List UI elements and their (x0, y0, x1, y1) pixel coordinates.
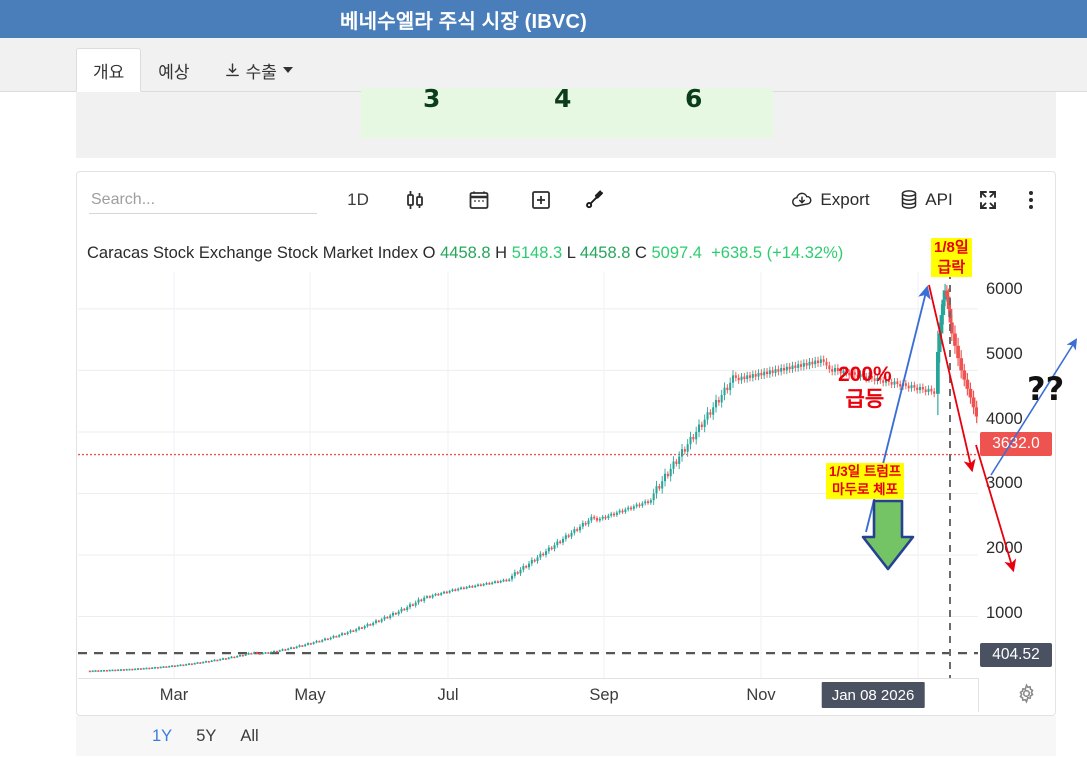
open-value: 4458.8 (440, 244, 491, 262)
candlestick-icon (403, 188, 427, 212)
fullscreen-button[interactable] (972, 184, 1004, 216)
annotation-drop-line2: 급락 (931, 257, 972, 278)
low-label: L (566, 244, 576, 262)
annotation-drop-line1: 1/8일 (931, 238, 972, 258)
time-tick-nov: Nov (746, 686, 776, 704)
crosshair-date-badge: Jan 08 2026 (821, 682, 925, 708)
tab-export[interactable]: 수출 (207, 48, 310, 92)
time-axis[interactable]: Mar May Jul Sep Nov Jan 08 2026 (78, 678, 978, 712)
annotation-surge-line2: 급등 (845, 387, 885, 411)
low-value: 4458.8 (579, 244, 631, 262)
annotation-drop: 1/8일 급락 (931, 238, 972, 278)
price-tick-2000: 2000 (986, 539, 1023, 557)
wrench-icon (583, 188, 607, 212)
close-label: C (634, 244, 647, 262)
annotation-trump-line2: 마두로 체포 (826, 480, 905, 499)
date-range-button[interactable] (463, 184, 495, 216)
plus-box-icon (529, 188, 553, 212)
search-wrapper (89, 186, 317, 214)
price-tick-5000: 5000 (986, 345, 1023, 363)
time-tick-jul: Jul (437, 686, 459, 704)
high-value: 5148.3 (511, 244, 563, 262)
api-button[interactable]: API (887, 184, 959, 216)
calendar-icon (467, 188, 491, 212)
plot-area[interactable] (78, 272, 978, 678)
tab-overview[interactable]: 개요 (76, 48, 142, 92)
range-5y[interactable]: 5Y (196, 726, 217, 745)
gridlines (78, 308, 978, 617)
price-tick-6000: 6000 (986, 280, 1023, 298)
high-label: H (495, 244, 508, 262)
chart-type-button[interactable] (399, 184, 431, 216)
vertical-gridlines (173, 272, 919, 678)
range-1y[interactable]: 1Y (152, 726, 173, 745)
search-input[interactable] (89, 186, 317, 214)
price-tick-1000: 1000 (986, 604, 1023, 622)
annotation-surge: 200% 급등 (838, 363, 892, 413)
price-tick-4000: 4000 (986, 410, 1023, 428)
time-tick-sep: Sep (589, 686, 619, 704)
database-icon (899, 189, 919, 211)
time-tick-may: May (294, 686, 326, 704)
baseline-price-badge: 404.52 (980, 643, 1052, 667)
tab-export-label: 수출 (245, 62, 277, 82)
green-band-number-1: 3 (423, 88, 441, 113)
tools-button[interactable] (579, 184, 611, 216)
fullscreen-icon (976, 188, 1000, 212)
annotation-question: ?? (1027, 370, 1065, 408)
interval-button[interactable]: 1D (342, 184, 374, 216)
time-tick-mar: Mar (159, 686, 189, 704)
tab-overview-label: 개요 (93, 62, 125, 82)
tab-strip: 개요 예상 수출 (0, 38, 1087, 92)
annotation-surge-line1: 200% (838, 363, 892, 386)
chart-toolbar: 1D (77, 172, 1055, 228)
page-title: 베네수엘라 주식 시장 (IBVC) (340, 10, 587, 33)
range-all[interactable]: All (240, 726, 259, 745)
tab-forecast[interactable]: 예상 (141, 48, 206, 92)
tab-forecast-label: 예상 (158, 62, 190, 82)
open-label: O (422, 244, 436, 262)
cloud-download-icon (790, 189, 814, 211)
more-options-button[interactable] (1015, 184, 1047, 216)
chart-settings-button[interactable] (1011, 681, 1041, 711)
chart-card: 1D (76, 171, 1056, 716)
green-band-number-3: 6 (685, 88, 703, 113)
annotation-trump: 1/3일 트럼프 마두로 체포 (826, 463, 905, 499)
export-button[interactable]: Export (777, 184, 877, 216)
price-tick-3000: 3000 (986, 474, 1023, 492)
add-indicator-button[interactable] (525, 184, 557, 216)
api-label: API (925, 190, 953, 209)
window-titlebar: 베네수엘라 주식 시장 (IBVC) (0, 0, 1087, 38)
price-axis[interactable]: 6000 5000 4000 3632.0 3000 2000 1000 404… (978, 272, 1055, 717)
axis-separator (978, 678, 979, 712)
alert-price-badge: 3632.0 (980, 432, 1052, 456)
green-band-number-2: 4 (554, 88, 572, 113)
green-summary-band: 3 4 6 (361, 88, 773, 138)
close-value: 5097.4 (651, 244, 702, 262)
range-selector: 1Y 5Y All (76, 716, 1056, 756)
interval-label: 1D (347, 190, 369, 209)
change-value: +638.5 (+14.32%) (711, 244, 844, 262)
gear-icon (1016, 683, 1037, 709)
quote-line: Caracas Stock Exchange Stock Market Inde… (87, 244, 987, 263)
annotation-trump-line1: 1/3일 트럼프 (826, 463, 905, 481)
chevron-down-icon (282, 67, 293, 73)
instrument-name: Caracas Stock Exchange Stock Market Inde… (87, 244, 419, 262)
export-label: Export (820, 190, 870, 209)
price-chart-svg[interactable] (78, 272, 978, 678)
kebab-menu-icon (1028, 189, 1034, 211)
download-icon (224, 62, 241, 79)
